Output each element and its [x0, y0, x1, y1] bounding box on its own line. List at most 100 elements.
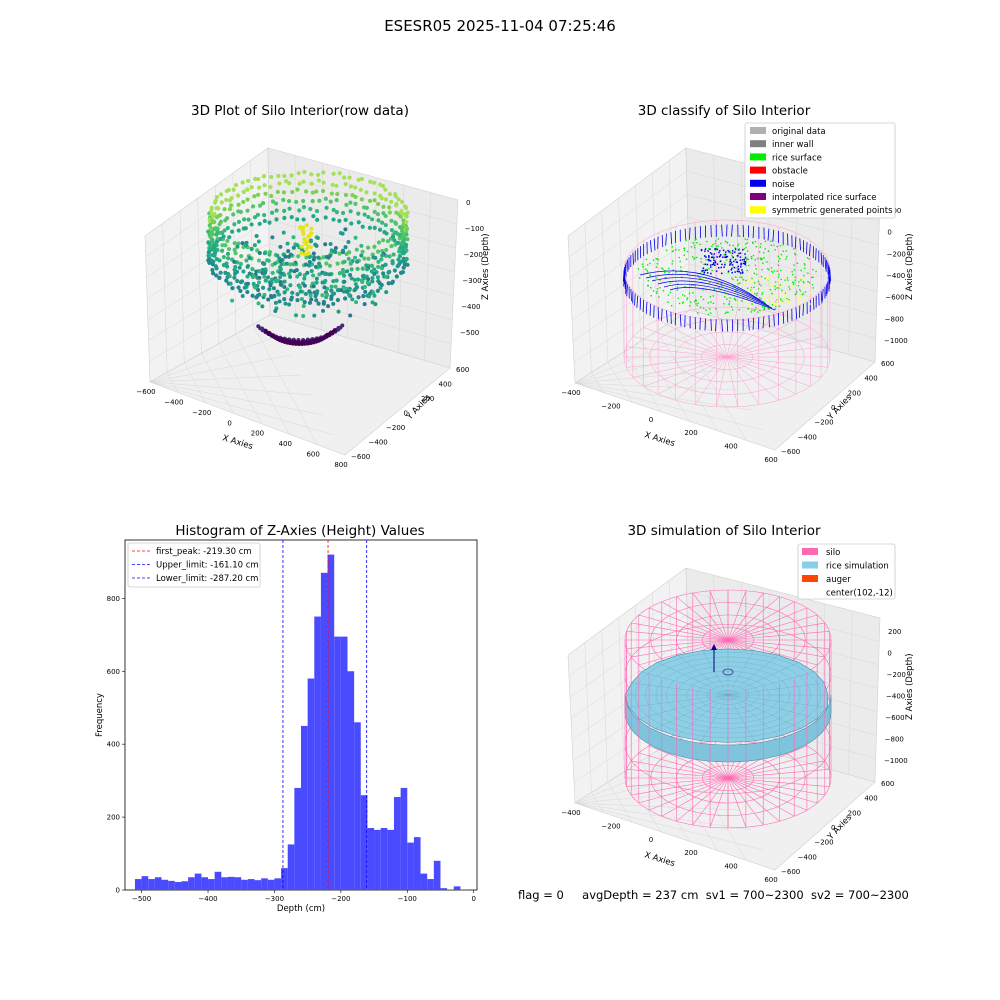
- classify-noise-point: [704, 250, 706, 252]
- raw-data-point: [395, 240, 400, 246]
- raw-data-point: [309, 226, 314, 231]
- classify-symmetric-point: [748, 289, 751, 291]
- classify-rice-surface-point: [794, 279, 796, 281]
- raw-data-point: [356, 177, 361, 182]
- classify-rice-surface-point: [761, 293, 763, 296]
- sim-back-gridline: [686, 590, 880, 642]
- raw-data-point: [403, 205, 409, 210]
- classify-rice-surface-point: [699, 306, 702, 308]
- raw-data-point: [359, 243, 364, 248]
- classify-rice-surface-point: [800, 279, 802, 281]
- classify-rice-surface-point: [792, 283, 795, 286]
- classify-noise-point: [731, 252, 734, 255]
- classify-rice-surface-point: [753, 282, 756, 284]
- classify-rice-surface-point: [752, 241, 754, 243]
- raw-data-point: [397, 254, 402, 259]
- raw-data-point: [333, 284, 338, 289]
- sim-left-gridline: [584, 642, 592, 793]
- classify-noise-point: [741, 271, 744, 273]
- raw-data-point: [278, 270, 283, 275]
- raw-data-point: [236, 285, 241, 290]
- histogram-y-tick-label: 400: [107, 741, 120, 749]
- raw-data-point: [342, 175, 347, 180]
- raw-z-tick-label: −300: [462, 277, 481, 285]
- classify-noise-point: [741, 272, 744, 274]
- raw-data-point: [353, 201, 358, 206]
- histogram-bar: [287, 844, 295, 890]
- raw-data-point: [217, 275, 222, 280]
- classify-symmetric-point: [800, 277, 802, 280]
- classify-rice-surface-point: [755, 307, 757, 309]
- classify-symmetric-point: [797, 300, 799, 303]
- sim-left-gridline: [568, 590, 687, 677]
- raw-data-point: [330, 182, 335, 187]
- sim-y-tick-label: −600: [781, 868, 800, 876]
- raw-data-point: [282, 297, 287, 302]
- raw-data-point: [389, 244, 394, 249]
- raw-data-point: [286, 254, 291, 259]
- classify-rice-surface-point: [773, 270, 776, 272]
- classify-rice-surface-point: [689, 301, 692, 303]
- classify-noise-point: [739, 272, 742, 274]
- classify-rice-surface-point: [712, 302, 715, 305]
- raw-data-point: [270, 270, 275, 276]
- classify-rice-surface-point: [808, 282, 811, 284]
- classify-noise-point: [634, 293, 636, 306]
- raw-data-point: [332, 249, 337, 254]
- classify-rice-surface-point: [770, 267, 773, 269]
- classify-rice-surface-point: [703, 272, 705, 275]
- raw-data-point: [338, 288, 343, 293]
- raw-data-point: [238, 209, 243, 215]
- raw-data-point: [398, 270, 404, 275]
- classify-silo-floor-ring: [701, 344, 753, 370]
- classify-noise-point: [739, 259, 742, 262]
- histogram-x-axis-label: Depth (cm): [277, 904, 325, 914]
- histogram-bar: [154, 877, 162, 890]
- classify-symmetric-point: [781, 285, 783, 288]
- classify-noise-point: [636, 295, 639, 308]
- classify-rice-surface-point: [754, 292, 756, 295]
- raw-data-point: [263, 278, 268, 283]
- classify-rice-surface-point: [741, 300, 743, 302]
- raw-data-point: [329, 294, 334, 299]
- raw-data-point: [256, 324, 261, 329]
- histogram-bar: [281, 868, 288, 890]
- simulation-rice-mesh: [727, 653, 780, 696]
- raw-y-tick-label: −600: [351, 453, 370, 461]
- raw-data-point: [256, 239, 261, 244]
- classify-rice-surface-point: [759, 246, 762, 248]
- classify-noise-point: [719, 255, 721, 257]
- raw-data-point: [270, 277, 275, 282]
- classify-noise-point: [704, 269, 707, 272]
- classify-y-tick-label: −200: [814, 419, 833, 427]
- raw-data-point: [380, 183, 386, 189]
- classify-symmetric-point: [782, 301, 784, 304]
- histogram-bar: [148, 879, 155, 890]
- classify-symmetric-point: [763, 298, 766, 301]
- raw-z-tick-label: −400: [461, 303, 480, 311]
- classify-rice-surface-point: [786, 298, 788, 300]
- sim-floor-gridline: [591, 792, 604, 813]
- classify-rice-surface-point: [746, 287, 749, 290]
- classify-symmetric-point: [807, 282, 809, 285]
- classify-rice-surface-point: [775, 305, 777, 308]
- raw-data-point: [295, 274, 300, 279]
- classify-noise-point: [820, 252, 823, 265]
- classify-rice-surface-point: [754, 240, 757, 243]
- raw-left-gridline: [145, 171, 269, 258]
- classify-noise-point: [730, 263, 732, 265]
- raw-data-point: [278, 267, 283, 272]
- classify-symmetric-point: [779, 299, 781, 302]
- classify-rice-surface-point: [723, 303, 725, 305]
- classify-noise-point: [713, 262, 715, 264]
- classify-rice-surface-point: [799, 288, 801, 291]
- classify-symmetric-point: [770, 298, 772, 301]
- raw-data-point: [244, 258, 249, 263]
- classify-rice-surface-point: [650, 294, 652, 297]
- raw-data-point: [269, 174, 274, 180]
- classify-noise-point: [731, 264, 734, 266]
- raw-data-point: [274, 217, 279, 222]
- raw-data-point: [226, 187, 231, 193]
- classify-rice-surface-point: [675, 271, 677, 273]
